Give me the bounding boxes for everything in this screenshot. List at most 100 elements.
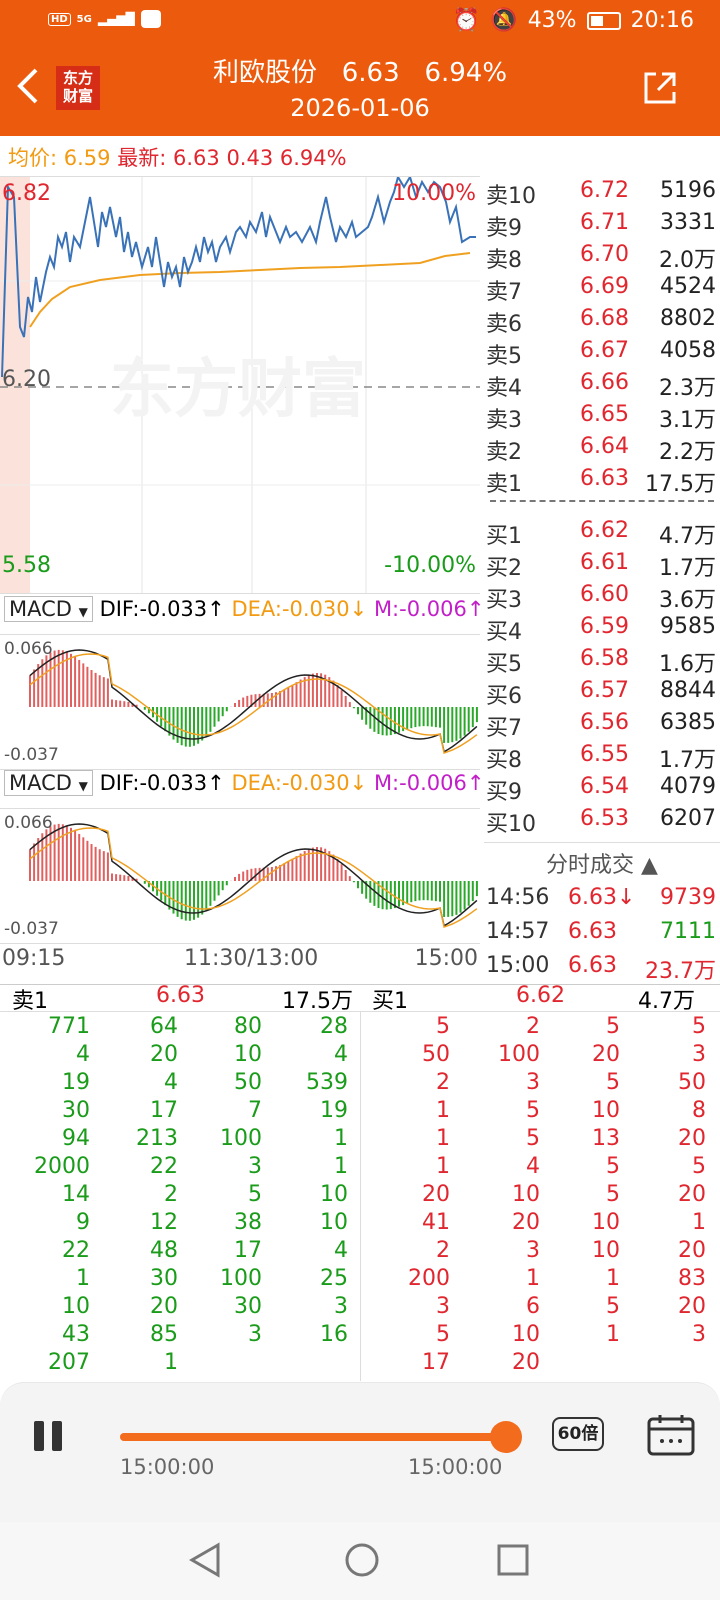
ask-row[interactable]: 卖6 6.68 8802 <box>484 304 720 337</box>
ask-price: 6.71 <box>580 210 629 235</box>
bid-row[interactable]: 买1 6.62 4.7万 <box>484 516 720 549</box>
ask-row[interactable]: 卖2 6.64 2.2万 <box>484 432 720 465</box>
sell-queue-cell: 64 <box>150 1014 178 1039</box>
sell-queue-cell: 16 <box>320 1322 348 1347</box>
intraday-chart[interactable]: 东方财富 6.82 10.00% 6.20 5.58 -10.00% <box>0 176 480 594</box>
ask-price: 6.64 <box>580 434 629 459</box>
signal-5g-icon: 5G <box>76 13 92 25</box>
bid-row[interactable]: 买9 6.54 4079 <box>484 772 720 805</box>
buy-queue-cell: 10 <box>592 1238 620 1263</box>
buy-queue-cell: 100 <box>498 1042 540 1067</box>
macd-top-label: 0.066 <box>4 813 53 833</box>
ask-level: 卖5 <box>486 344 522 369</box>
sell-queue-cell: 12 <box>150 1210 178 1235</box>
sell-queue-cell: 30 <box>234 1294 262 1319</box>
sell-queue-cell: 25 <box>320 1266 348 1291</box>
ask-row[interactable]: 卖3 6.65 3.1万 <box>484 400 720 433</box>
sell-queue-cell: 10 <box>62 1294 90 1319</box>
ask-row[interactable]: 卖7 6.69 4524 <box>484 272 720 305</box>
sell-queue-cell: 5 <box>248 1182 262 1207</box>
sell-queue-cell: 3 <box>248 1322 262 1347</box>
progress-knob[interactable] <box>490 1421 522 1453</box>
pause-button[interactable] <box>34 1421 64 1451</box>
ask-level: 卖3 <box>486 408 522 433</box>
trade-volume: 7111 <box>660 919 716 944</box>
bid-row[interactable]: 买4 6.59 9585 <box>484 612 720 645</box>
nav-back-icon[interactable] <box>188 1542 222 1578</box>
bid-price: 6.53 <box>580 806 629 831</box>
macd-chart-2[interactable]: 0.066 -0.037 <box>0 808 480 944</box>
bid-row[interactable]: 买5 6.58 1.6万 <box>484 644 720 677</box>
ask-row[interactable]: 卖4 6.66 2.3万 <box>484 368 720 401</box>
ask-row[interactable]: 卖1 6.63 17.5万 <box>484 464 720 497</box>
sell-queue-cell: 7 <box>248 1098 262 1123</box>
share-button[interactable] <box>642 70 678 106</box>
ask-volume: 4058 <box>660 338 716 363</box>
buy-queue-cell: 8 <box>692 1098 706 1123</box>
ask-price: 6.70 <box>580 242 629 267</box>
ask-volume: 2.2万 <box>659 440 716 465</box>
buy-queue-column: 5 20 5 10 13 5 5 10 10 1 5 1 <box>592 1013 620 1349</box>
eastmoney-logo: 东方财富 <box>56 66 100 110</box>
dropdown-arrow-icon: ▼ <box>78 605 88 619</box>
ask-level: 卖9 <box>486 216 522 241</box>
queue-buy-vol: 4.7万 <box>638 989 695 1014</box>
calendar-icon[interactable] <box>646 1413 696 1457</box>
macd-svg-1 <box>29 649 478 754</box>
sell-queue-cell: 80 <box>234 1014 262 1039</box>
trade-row: 14:57 6.63 7111 <box>484 917 720 951</box>
battery-icon <box>586 11 621 30</box>
buy-queue-cell: 50 <box>422 1042 450 1067</box>
ask-list: 卖10 6.72 5196 卖9 6.71 3331 卖8 6.70 2.0万 卖7 6.69 452… <box>484 176 720 497</box>
ask-price: 6.67 <box>580 338 629 363</box>
buy-queue-cell: 1 <box>526 1266 540 1291</box>
bid-row[interactable]: 买6 6.57 8844 <box>484 676 720 709</box>
macd-indicator-select[interactable]: MACD ▼ <box>4 770 93 796</box>
ask-row[interactable]: 卖5 6.67 4058 <box>484 336 720 369</box>
bid-row[interactable]: 买3 6.60 3.6万 <box>484 580 720 613</box>
ask-row[interactable]: 卖9 6.71 3331 <box>484 208 720 241</box>
back-button[interactable] <box>14 66 42 113</box>
replay-player: 15:00:00 15:00:00 60倍 <box>0 1382 720 1523</box>
speed-button[interactable]: 60倍 <box>552 1417 604 1451</box>
macd-indicator-select[interactable]: MACD ▼ <box>4 596 93 622</box>
bid-level: 买1 <box>486 524 522 549</box>
low-price-label: 5.58 <box>2 553 51 578</box>
bid-level: 买5 <box>486 652 522 677</box>
latest-change-pct: 6.94% <box>279 146 347 170</box>
nav-recents-icon[interactable] <box>496 1543 530 1577</box>
trades-title[interactable]: 分时成交 ▲ <box>546 853 658 878</box>
macd-bottom-label: -0.037 <box>4 745 59 765</box>
buy-queue-cell: 1 <box>436 1098 450 1123</box>
bid-row[interactable]: 买10 6.53 6207 <box>484 804 720 837</box>
ask-row[interactable]: 卖10 6.72 5196 <box>484 176 720 209</box>
buy-queue-column: 5 50 2 1 1 1 20 41 2 200 3 5 17 <box>408 1013 450 1377</box>
stock-price: 6.63 <box>341 58 400 88</box>
sell-queue-cell: 100 <box>220 1126 262 1151</box>
sell-queue-cell: 30 <box>150 1266 178 1291</box>
avg-label: 均价: <box>8 146 58 170</box>
buy-queue-cell: 20 <box>512 1210 540 1235</box>
buy-queue-cell: 5 <box>606 1014 620 1039</box>
macd-header-2: MACD ▼ DIF:-0.033↑ DEA:-0.030↓ M:-0.006↑ <box>0 770 484 812</box>
tick-trades[interactable]: 分时成交 ▲ 14:56 6.63↓ 9739 14:57 6.63 7111 15:00 6… <box>484 842 720 984</box>
bid-row[interactable]: 买8 6.55 1.7万 <box>484 740 720 773</box>
bid-list: 买1 6.62 4.7万 买2 6.61 1.7万 买3 6.60 3.6万 买4 6.59 9585… <box>484 516 720 837</box>
ask-level: 卖8 <box>486 248 522 273</box>
sell-queue-cell: 3 <box>334 1294 348 1319</box>
sell-queue-cell: 539 <box>306 1070 348 1095</box>
sell-queue-cell: 1 <box>164 1350 178 1375</box>
ask-price: 6.69 <box>580 274 629 299</box>
bid-row[interactable]: 买7 6.56 6385 <box>484 708 720 741</box>
progress-track[interactable] <box>120 1421 522 1453</box>
ask-row[interactable]: 卖8 6.70 2.0万 <box>484 240 720 273</box>
ask-volume: 2.3万 <box>659 376 716 401</box>
latest-price: 6.63 <box>172 146 220 170</box>
macd-chart-1[interactable]: 0.066 -0.037 <box>0 634 480 770</box>
signal-bars-icon: ▂▄▆█ <box>97 12 135 26</box>
buy-queue-cell: 10 <box>592 1098 620 1123</box>
trade-price: 6.63 <box>568 953 617 978</box>
nav-home-icon[interactable] <box>344 1542 380 1578</box>
sell-queue-cell: 14 <box>62 1182 90 1207</box>
bid-row[interactable]: 买2 6.61 1.7万 <box>484 548 720 581</box>
